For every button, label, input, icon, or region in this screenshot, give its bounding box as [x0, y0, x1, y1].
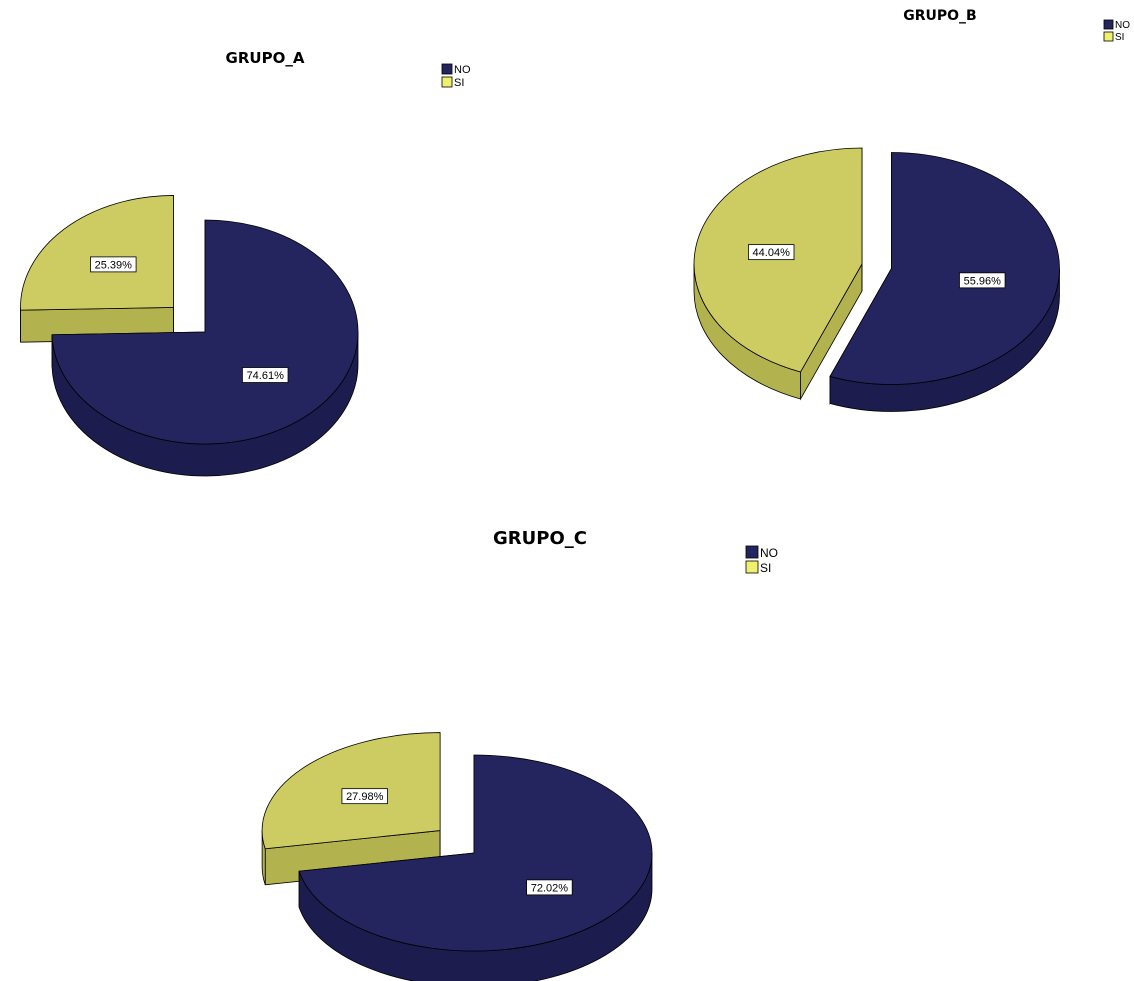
legend-label-si: SI — [1115, 32, 1124, 43]
data-label: 25.39% — [90, 256, 137, 273]
data-label: 74.61% — [242, 367, 289, 383]
slice-si: 25.39% — [20, 195, 174, 343]
data-label: 72.02% — [526, 879, 573, 896]
legend-label-no: NO — [760, 546, 778, 560]
legend-swatch-no — [1103, 19, 1114, 30]
data-label-text: 74.61% — [247, 370, 285, 382]
chart-title: GRUPO_B — [903, 8, 976, 24]
legend-label-no: NO — [454, 64, 471, 76]
data-label: 55.96% — [959, 272, 1006, 289]
chart-title: GRUPO_A — [226, 49, 305, 67]
slice-si: 44.04% — [693, 147, 863, 401]
slice-no: 72.02% — [298, 754, 653, 981]
data-label-text: 27.98% — [346, 791, 384, 803]
chart-title: GRUPO_C — [493, 528, 587, 549]
slice-no: 55.96% — [829, 152, 1060, 412]
legend-swatch-si — [1103, 31, 1114, 42]
data-label-text: 25.39% — [95, 259, 133, 271]
data-label: 44.04% — [748, 244, 795, 261]
legend-swatch-no — [441, 63, 453, 75]
slice-no: 74.61% — [51, 219, 359, 477]
legend-swatch-no — [745, 545, 759, 559]
data-label-text: 55.96% — [964, 275, 1002, 287]
data-label-text: 72.02% — [531, 882, 569, 894]
legend-swatch-si — [441, 76, 453, 88]
data-label-text: 44.04% — [753, 247, 791, 259]
data-label: 27.98% — [341, 788, 388, 805]
legend-swatch-si — [745, 560, 759, 574]
legend-label-si: SI — [454, 77, 464, 89]
legend-label-si: SI — [760, 561, 771, 575]
legend-label-no: NO — [1115, 20, 1130, 31]
